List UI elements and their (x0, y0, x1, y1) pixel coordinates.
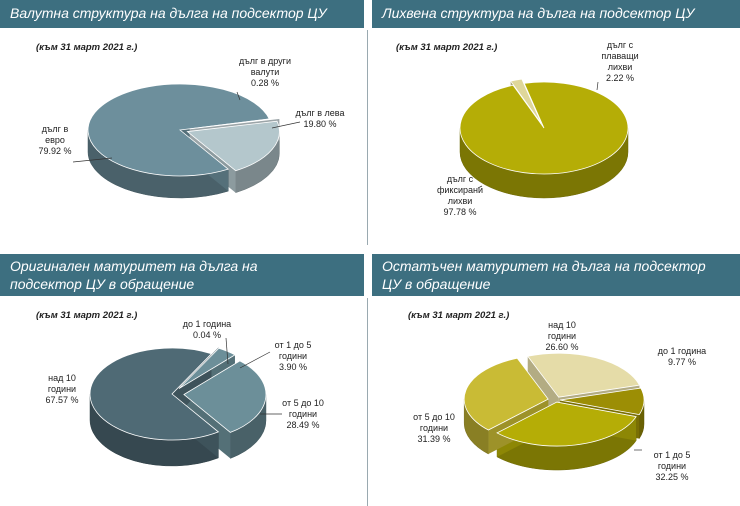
data-label: до 1 година 0.04 % (183, 319, 231, 340)
pie-chart-interest: дълг с плаващи лихви 2.22 % дълг с фиксирани л… (437, 40, 639, 217)
pie-slice-other (189, 117, 280, 130)
divider (367, 298, 368, 506)
divider (367, 30, 368, 245)
data-label: дълг в евро 79.92 % (38, 124, 71, 156)
pie-slice-lt1 (559, 387, 645, 416)
panel-date: (към 31 март 2021 г.) (36, 42, 138, 53)
data-label: от 5 до 10 години 31.39 % (413, 412, 455, 444)
leader-line (477, 185, 483, 189)
pie-slice-lv (186, 120, 280, 172)
data-label: дълг с плаващи лихви 2.22 % (601, 40, 638, 83)
chart-panel-currency: Валутна структура на дълга на подсектор … (0, 0, 364, 245)
pie-slice-1to5 (496, 401, 637, 447)
panel-date: (към 31 март 2021 г.) (396, 42, 498, 53)
pie-slice-fixed (459, 81, 629, 175)
panel-title: Оригинален матуритет на дълга на подсект… (0, 254, 364, 296)
data-label: дълг с фиксирани лихви 97.78 % (437, 174, 483, 217)
chart-panel-interest: Лихвена структура на дълга на подсектор … (372, 0, 740, 245)
panel-title-line: ЦУ в обращение (382, 276, 491, 292)
panel-title: Остатъчен матуритет на дълга на подсекто… (372, 254, 740, 296)
chart-panel-residual-maturity: Остатъчен матуритет на дълга на подсекто… (372, 254, 740, 506)
leader-line (72, 157, 113, 163)
leader-line (596, 81, 599, 91)
pie-chart-currency: дълг в други валути 0.28 %дълг в лева 19.80… (38, 56, 345, 199)
leader-line (225, 337, 229, 365)
leader-line (271, 121, 301, 129)
data-label: от 1 до 5 години 32.25 % (654, 450, 691, 482)
panel-title-line: Оригинален матуритет на дълга на (10, 258, 258, 274)
data-label: от 5 до 10 години 28.49 % (282, 398, 324, 430)
pie-chart-original-maturity: до 1 година 0.04 % от 1 до 5 години 3.90 % от… (45, 319, 324, 467)
data-label: над 10 години 26.60 % (545, 320, 578, 352)
pie-slice-eur (87, 83, 270, 177)
panel-date: (към 31 март 2021 г.) (408, 310, 510, 321)
leader-line (236, 91, 241, 101)
data-label: дълг в лева 19.80 % (296, 108, 345, 129)
panel-title-line: подсектор ЦУ в обращение (10, 276, 195, 292)
pie-slice-float (509, 78, 542, 125)
pie-slice-5to10 (183, 360, 267, 433)
data-label: от 1 до 5 години 3.90 % (275, 340, 312, 372)
panel-date: (към 31 март 2021 г.) (36, 310, 138, 321)
panel-title-line: Остатъчен матуритет на дълга на подсекто… (382, 258, 706, 274)
pie-slice-gt10 (89, 347, 220, 441)
pie-slice-gt10 (527, 352, 641, 398)
panel-title: Валутна структура на дълга на подсектор … (0, 0, 364, 28)
data-label: до 1 година 9.77 % (658, 346, 706, 367)
pie-slice-5to10 (463, 357, 549, 431)
data-label: над 10 години 67.57 % (45, 373, 78, 405)
panel-title: Лихвена структура на дълга на подсектор … (372, 0, 740, 28)
chart-panel-original-maturity: Оригинален матуритет на дълга на подсект… (0, 254, 364, 506)
data-label: дълг в други валути 0.28 % (239, 56, 291, 88)
leader-line (239, 351, 271, 369)
pie-chart-residual-maturity: над 10 години 26.60 % до 1 година 9.77 % от 1… (413, 320, 706, 482)
